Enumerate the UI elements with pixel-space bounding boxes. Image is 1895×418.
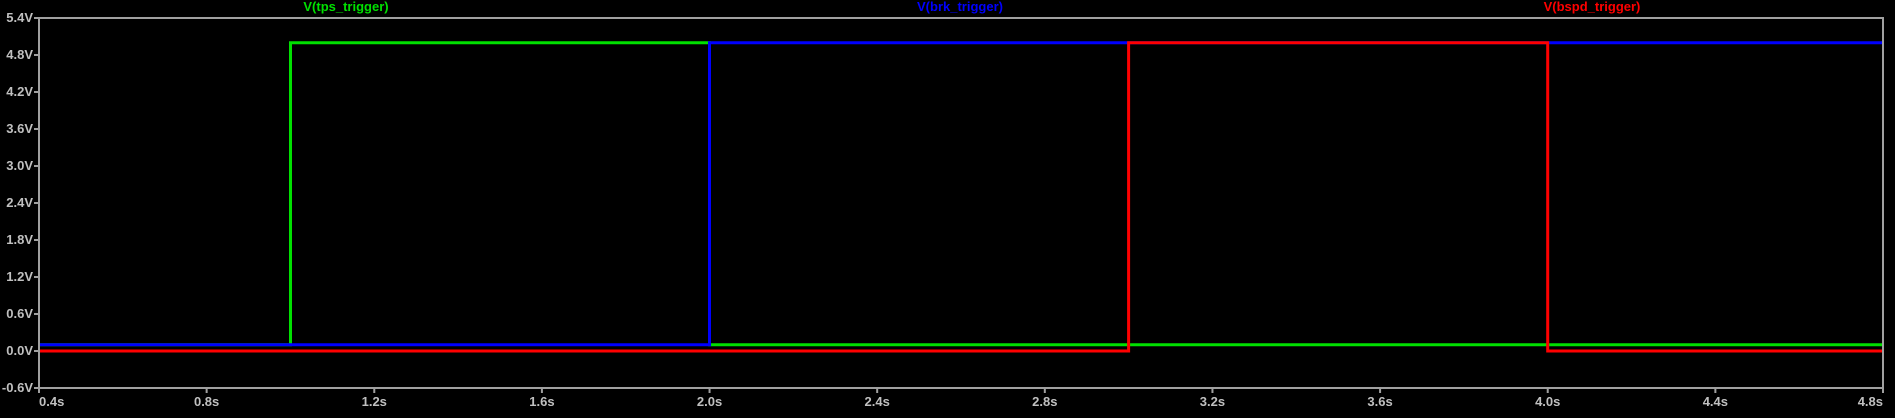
legend: V(tps_trigger) V(brk_trigger) V(bspd_trigg… (303, 0, 1640, 14)
x-tick-label: 3.6s (1367, 394, 1392, 409)
x-tick-label: 2.4s (865, 394, 890, 409)
y-tick-label: 3.0V (6, 158, 33, 173)
legend-label[interactable]: V(tps_trigger) (303, 0, 388, 14)
y-tick-label: 1.8V (6, 232, 33, 247)
traces-group (39, 41, 1883, 353)
trace-v-brk-trigger (39, 41, 1883, 347)
y-tick-label: 0.6V (6, 306, 33, 321)
y-tick-label: 0.0V (6, 343, 33, 358)
y-tick-label: -0.6V (2, 380, 33, 395)
x-tick-label: 1.6s (529, 394, 554, 409)
x-tick-label: 4.8s (1858, 394, 1883, 409)
x-tick-label: 3.2s (1200, 394, 1225, 409)
x-axis: 0.4s 0.8s 1.2s 1.6s 2.0s 2.4s 2.8s 3.2s 3.6s 4.0s… (38, 388, 1884, 409)
x-tick-label: 0.4s (39, 394, 64, 409)
y-tick-label: 4.8V (6, 47, 33, 62)
y-tick-label: 1.2V (6, 269, 33, 284)
legend-label[interactable]: V(brk_trigger) (917, 0, 1003, 14)
y-tick-label: 4.2V (6, 84, 33, 99)
y-tick-label: 5.4V (6, 10, 33, 25)
y-tick-label: 2.4V (6, 195, 33, 210)
y-axis: -0.6V 0.0V 0.6V 1.2V 1.8V 2.4V 3.0V 3.6V 4.2V 4.8… (2, 10, 39, 395)
x-tick-label: 2.0s (697, 394, 722, 409)
x-tick-label: 4.4s (1703, 394, 1728, 409)
legend-label[interactable]: V(bspd_trigger) (1544, 0, 1641, 14)
x-tick-label: 2.8s (1032, 394, 1057, 409)
x-tick-label: 4.0s (1535, 394, 1560, 409)
trace-v-bspd-trigger (39, 41, 1883, 353)
x-tick-label: 0.8s (194, 394, 219, 409)
x-tick-label: 1.2s (362, 394, 387, 409)
y-tick-label: 3.6V (6, 121, 33, 136)
